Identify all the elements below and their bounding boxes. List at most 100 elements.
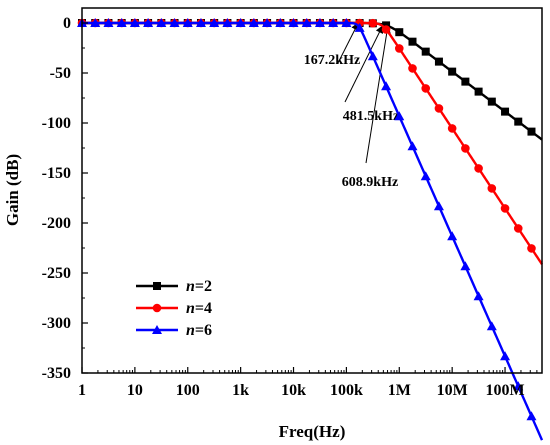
data-point: [461, 144, 470, 153]
x-tick-label: 10M: [437, 382, 468, 399]
data-point: [433, 201, 444, 211]
data-point: [90, 18, 101, 27]
y-tick-label: -300: [42, 315, 71, 332]
data-point: [262, 18, 273, 27]
data-point: [368, 18, 378, 28]
data-point: [381, 25, 391, 34]
annotation-label: 167.2kHz: [304, 53, 360, 68]
legend: n=2n=4n=6: [136, 278, 212, 339]
data-point: [301, 18, 312, 27]
annotation-arrow: [337, 22, 359, 64]
data-point: [526, 411, 537, 421]
y-tick-label: -150: [42, 165, 71, 182]
legend-item-n=6: n=6: [136, 322, 212, 339]
data-point: [314, 18, 325, 27]
legend-label: n=6: [186, 322, 212, 339]
data-point: [341, 18, 352, 28]
data-point: [500, 351, 511, 361]
x-tick-label: 10k: [281, 382, 306, 399]
annotation-label: 481.5kHz: [343, 109, 399, 124]
legend-item-n=2: n=2: [136, 278, 212, 295]
y-axis-title: Gain (dB): [3, 154, 22, 226]
data-point: [367, 51, 378, 61]
data-point: [275, 18, 286, 27]
y-tick-label: -350: [42, 365, 71, 382]
y-tick-label: -100: [42, 115, 71, 132]
annotation-arrow: [344, 25, 383, 103]
data-point: [116, 18, 127, 27]
x-tick-label: 100M: [485, 382, 524, 399]
data-point: [474, 87, 483, 96]
x-tick-label: 100k: [330, 382, 363, 399]
data-point: [527, 244, 536, 253]
series-layer: [77, 18, 544, 441]
data-point: [501, 107, 510, 116]
y-tick-label: -50: [50, 65, 71, 82]
x-tick-label: 100: [176, 382, 200, 399]
data-point: [474, 164, 483, 173]
data-point: [420, 171, 431, 181]
legend-label-value: =6: [195, 322, 212, 339]
data-point: [486, 321, 497, 331]
data-point: [182, 18, 193, 27]
data-point: [473, 291, 484, 301]
x-axis-title: Freq(Hz): [279, 422, 346, 441]
data-point: [421, 47, 430, 56]
x-tick-label: 1: [78, 382, 86, 399]
data-point: [487, 97, 496, 106]
legend-label: n=2: [186, 278, 212, 295]
legend-label: n=4: [186, 300, 212, 317]
legend-label-value: =2: [195, 278, 212, 295]
series-line: [82, 21, 544, 441]
data-point: [169, 18, 180, 27]
data-point: [487, 184, 497, 193]
data-point: [394, 44, 404, 53]
data-point: [381, 81, 392, 91]
y-tick-label: -200: [42, 215, 71, 232]
y-axis: 0 -50 -100 -150 -200 -250 -300 -350: [42, 15, 88, 382]
legend-label-var: n: [186, 322, 195, 339]
data-point: [461, 77, 470, 86]
data-point: [448, 67, 457, 76]
data-point: [222, 18, 233, 27]
data-point: [434, 104, 444, 113]
y-tick-label: -250: [42, 265, 71, 282]
x-tick-label: 10: [127, 382, 143, 399]
data-point: [460, 261, 471, 271]
data-point: [527, 127, 536, 136]
data-point: [408, 64, 417, 73]
data-point: [129, 18, 140, 27]
x-tick-label: 1M: [388, 382, 411, 399]
data-point: [195, 18, 206, 27]
data-point: [235, 18, 246, 27]
data-point: [500, 204, 510, 213]
series-line: [82, 21, 543, 141]
data-point: [103, 18, 114, 27]
x-tick-label: 1k: [232, 382, 249, 399]
data-point: [354, 22, 365, 32]
data-point: [152, 303, 162, 313]
y-tick-label: 0: [63, 15, 71, 32]
data-point: [156, 18, 167, 27]
data-point: [152, 325, 162, 334]
annotation-arrow: [365, 25, 391, 164]
series-n=2: [78, 19, 543, 141]
data-point: [328, 18, 339, 28]
plot-frame: [81, 7, 543, 374]
data-point: [513, 381, 524, 391]
data-point: [153, 282, 161, 290]
annotation-layer: 167.2kHz 481.5kHz 608.9kHz: [304, 22, 399, 190]
data-point: [395, 28, 404, 37]
data-point: [408, 37, 417, 46]
data-point: [143, 18, 154, 27]
data-point: [447, 124, 457, 133]
legend-label-value: =4: [195, 300, 212, 317]
data-point: [513, 224, 523, 233]
data-point: [394, 111, 405, 121]
annotation-label: 608.9kHz: [342, 175, 398, 190]
legend-label-var: n: [186, 300, 195, 317]
data-point: [514, 117, 523, 126]
series-n=6: [77, 18, 544, 441]
legend-item-n=4: n=4: [136, 300, 212, 317]
